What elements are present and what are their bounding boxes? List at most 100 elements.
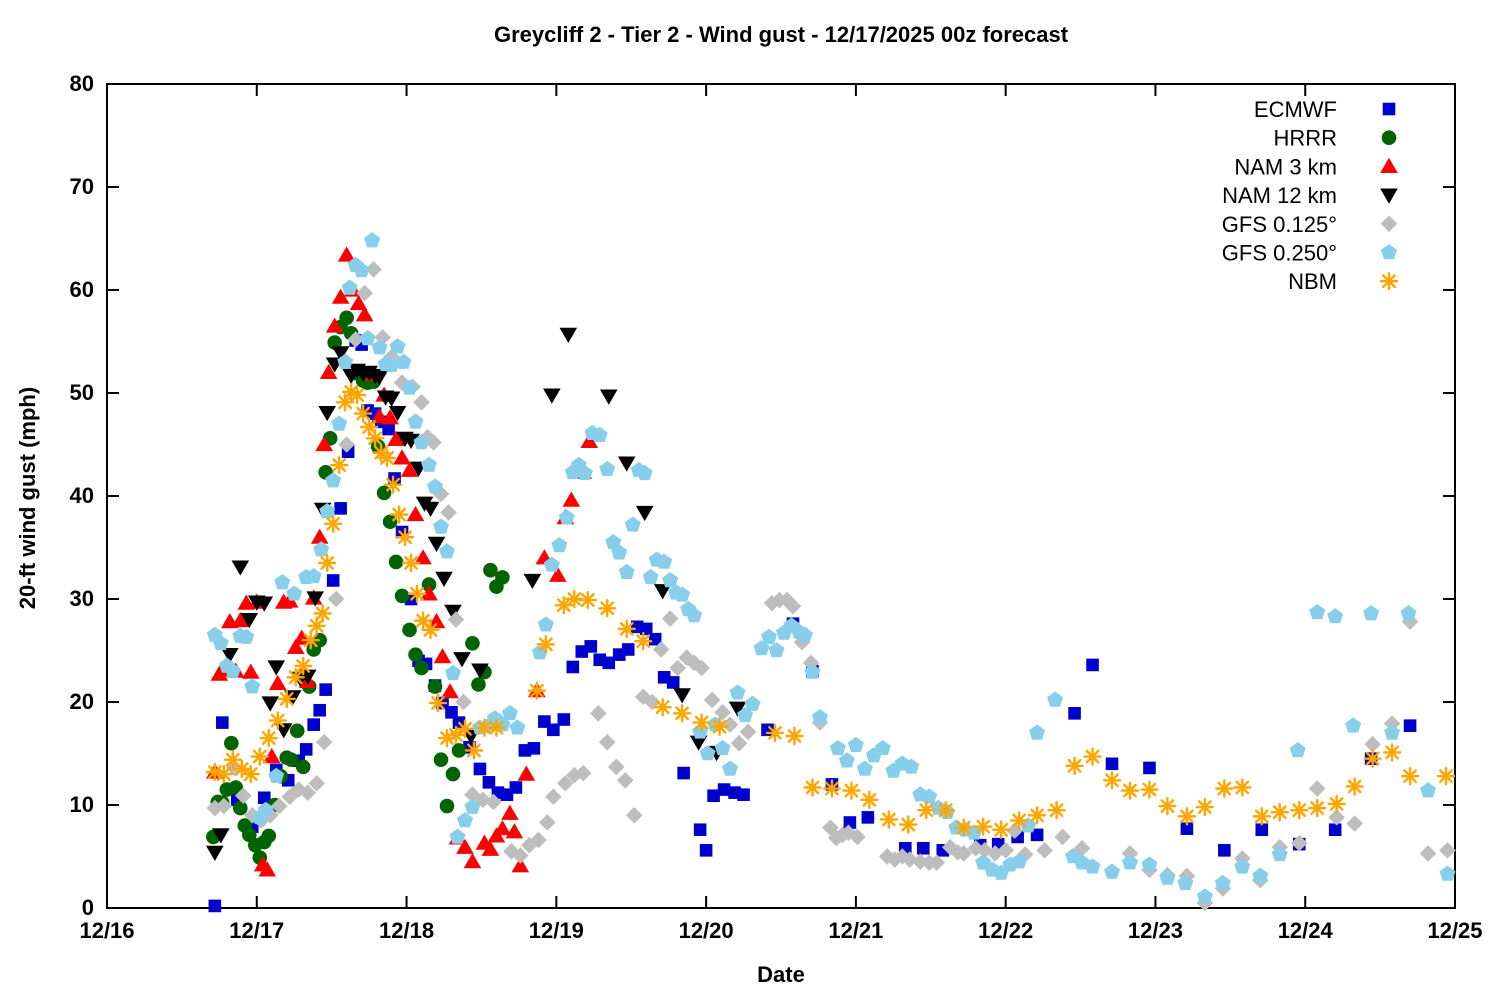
- legend-label-nam3: NAM 3 km: [1234, 154, 1337, 179]
- hrrr-point: [228, 780, 244, 795]
- legend-label-ecmwf: ECMWF: [1254, 97, 1337, 122]
- ecmwf-point: [699, 844, 713, 857]
- ecmwf-point: [1218, 844, 1231, 857]
- nam3-point: [580, 432, 599, 449]
- ecmwf-point: [473, 762, 487, 776]
- nam3-point: [427, 613, 446, 629]
- gfs125-point: [374, 329, 391, 346]
- gfs250-point: [847, 736, 864, 753]
- nbm-point: [404, 556, 418, 570]
- gfs125-point: [802, 654, 820, 672]
- gfs250-point: [1345, 717, 1362, 733]
- hrrr-point: [261, 828, 277, 844]
- nbm-point: [1329, 797, 1344, 811]
- ecmwf-point: [1068, 707, 1081, 720]
- gfs250-point: [353, 262, 370, 278]
- series-nam12: [206, 327, 747, 861]
- gfs250-point: [401, 379, 418, 395]
- nam3-point: [562, 491, 581, 507]
- y-tick-label: 20: [70, 689, 94, 714]
- nbm-point: [1179, 809, 1194, 824]
- gfs250-point: [337, 353, 354, 369]
- gfs250-point: [714, 739, 731, 756]
- gfs250-point: [537, 616, 554, 632]
- gfs125-point: [739, 723, 757, 741]
- gfs250-point: [268, 767, 285, 783]
- gfs125-point: [545, 788, 562, 806]
- gfs250-point: [1420, 782, 1437, 798]
- gfs250-point: [1363, 605, 1380, 621]
- gfs250-point: [421, 456, 438, 472]
- nbm-point: [1310, 801, 1325, 815]
- x-tick-label: 12/25: [1427, 918, 1482, 943]
- gfs125-point: [356, 284, 373, 302]
- gfs250-point: [804, 663, 821, 679]
- hrrr-point: [283, 752, 299, 767]
- gfs125-point: [1290, 834, 1308, 852]
- gfs125-point: [703, 691, 721, 709]
- nam3-point: [549, 566, 567, 582]
- ecmwf-point: [547, 723, 560, 737]
- gfs250-point: [624, 516, 641, 532]
- gfs250-point: [1327, 608, 1344, 624]
- ecmwf-point: [707, 789, 720, 803]
- chart-title: Greycliff 2 - Tier 2 - Wind gust - 12/17…: [493, 22, 1069, 47]
- nam12-point: [274, 723, 293, 739]
- gfs125-point: [530, 831, 547, 849]
- nbm-point: [1403, 769, 1417, 784]
- nbm-point: [938, 803, 953, 818]
- hrrr-point: [402, 622, 417, 638]
- gfs125-point: [1308, 780, 1326, 797]
- nam3-point: [493, 820, 512, 836]
- gfs125-point: [474, 791, 492, 809]
- gfs125-point: [299, 784, 317, 801]
- gfs125-point: [693, 659, 710, 677]
- hrrr-point: [495, 570, 510, 585]
- series-gfs250: [206, 232, 1456, 904]
- y-tick-label: 80: [70, 71, 94, 96]
- gfs125-point: [997, 842, 1014, 859]
- nam3-point: [310, 528, 329, 544]
- gfs250-point: [407, 413, 424, 429]
- gfs125-point: [281, 788, 299, 806]
- gfs125-point: [849, 828, 866, 846]
- x-tick-label: 12/21: [828, 918, 883, 943]
- gfs125-point: [512, 847, 529, 864]
- gfs125-point: [447, 611, 465, 628]
- nbm-point: [1385, 745, 1399, 760]
- gfs250-point: [439, 543, 455, 559]
- hrrr-point: [233, 800, 248, 816]
- nam3-point: [511, 857, 530, 873]
- gfs125-point: [234, 787, 252, 805]
- ecmwf-point: [621, 643, 635, 656]
- gfs125-point: [901, 851, 919, 868]
- nbm-point: [619, 621, 634, 636]
- nbm-point: [225, 752, 240, 767]
- y-tick-label: 30: [70, 586, 94, 611]
- gfs250-point: [359, 330, 376, 346]
- nam12-point: [435, 571, 453, 587]
- gfs125-point: [215, 797, 233, 815]
- gfs250-point: [257, 801, 274, 817]
- y-tick-label: 40: [70, 483, 94, 508]
- nbm-point: [423, 623, 438, 637]
- gfs125-point: [714, 704, 731, 721]
- legend-entry-nam3: NAM 3 km: [1234, 154, 1398, 179]
- gfs125-point: [730, 734, 748, 752]
- gfs250-point: [1047, 691, 1064, 707]
- gfs125-point: [1006, 822, 1023, 840]
- gfs250-point: [829, 739, 846, 756]
- gfs250-point: [874, 739, 891, 756]
- gfs250-point: [433, 518, 449, 534]
- nam12-point: [523, 573, 542, 590]
- ecmwf-point: [326, 574, 340, 587]
- gfs250-point: [341, 279, 358, 295]
- ecmwf-point: [1403, 719, 1417, 732]
- gfs250-point: [674, 586, 691, 602]
- gfs250-point: [1214, 874, 1231, 891]
- nbm-point: [332, 458, 347, 472]
- ecmwf-point: [861, 811, 875, 824]
- nbm-point: [787, 729, 802, 743]
- nbm-point: [805, 780, 820, 795]
- hrrr-point: [388, 554, 404, 570]
